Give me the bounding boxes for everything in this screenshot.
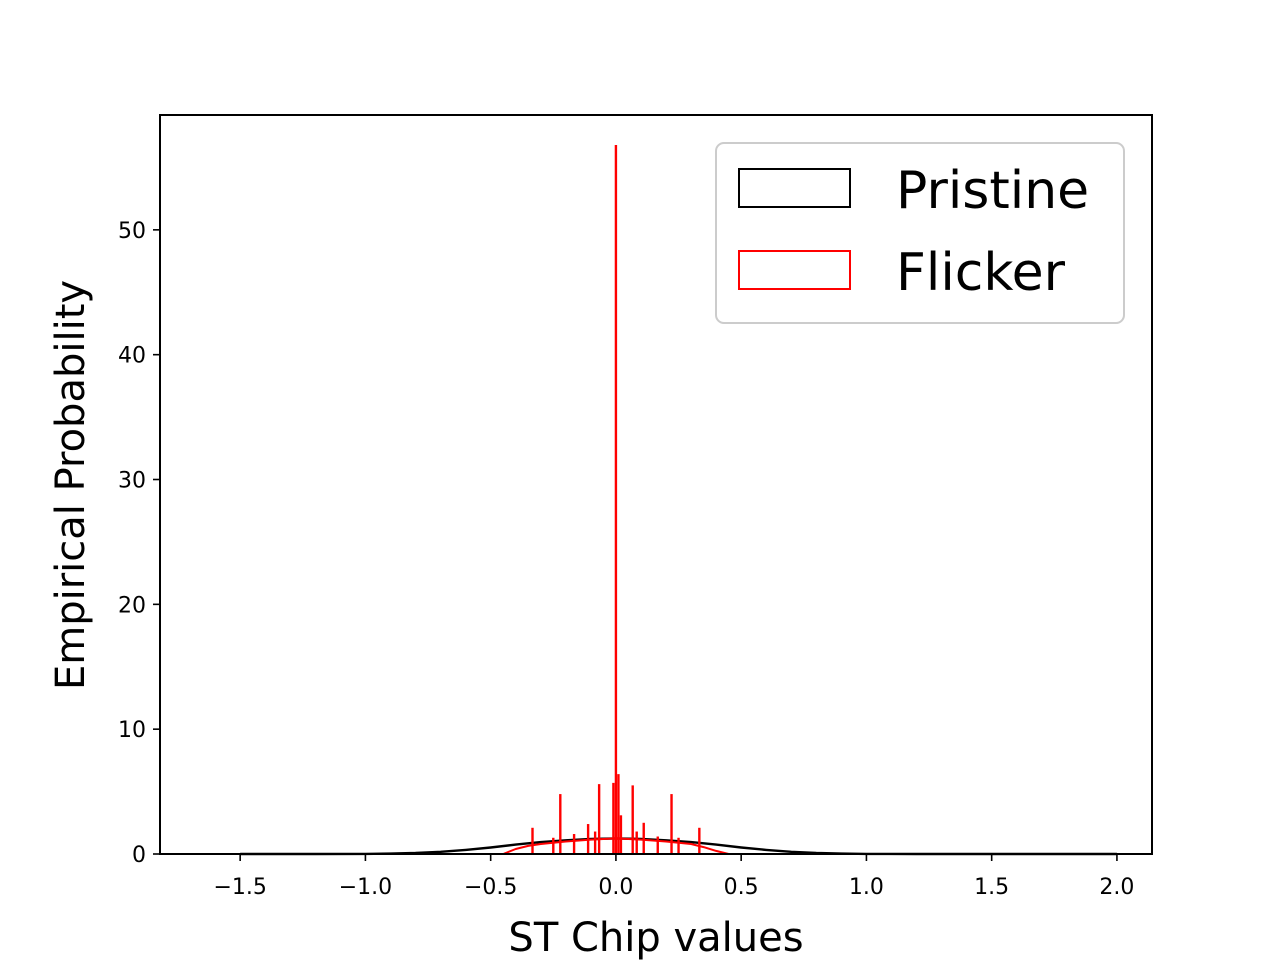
axes-frame: [159, 114, 1153, 855]
y-axis-label: Empirical Probability: [48, 280, 94, 690]
y-tick-label: 20: [118, 593, 146, 618]
y-axis: 0 10 20 30 40 50: [118, 219, 160, 868]
x-tick-label: −1.5: [213, 875, 266, 900]
x-tick-label: 2.0: [1099, 875, 1134, 900]
y-tick-label: 40: [118, 344, 146, 369]
y-tick-label: 0: [132, 843, 146, 868]
legend-frame: [715, 142, 1125, 324]
plot-area: −1.5 −1.0 −0.5 0.0 0.5 1.0 1.5 2.0 0 10 20 30 40 50: [118, 114, 1153, 900]
y-tick-label: 10: [118, 718, 146, 743]
y-tick-label: 30: [118, 469, 146, 494]
x-tick-label: 0.0: [598, 875, 633, 900]
legend-swatch-pristine: [738, 168, 851, 208]
y-tick-label: 50: [118, 219, 146, 244]
x-axis-label: ST Chip values: [508, 915, 803, 960]
legend-label-pristine: Pristine: [896, 161, 1089, 221]
legend-swatch-flicker: [738, 250, 851, 290]
x-tick-label: 1.5: [974, 875, 1009, 900]
x-tick-label: −0.5: [464, 875, 517, 900]
x-tick-label: 1.0: [849, 875, 884, 900]
x-axis: −1.5 −1.0 −0.5 0.0 0.5 1.0 1.5 2.0: [213, 854, 1134, 900]
x-tick-label: −1.0: [339, 875, 392, 900]
legend-label-flicker: Flicker: [896, 243, 1066, 303]
x-tick-label: 0.5: [724, 875, 759, 900]
legend: Pristine Flicker: [715, 142, 1125, 324]
